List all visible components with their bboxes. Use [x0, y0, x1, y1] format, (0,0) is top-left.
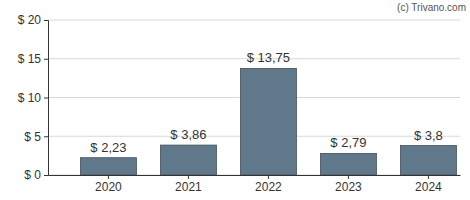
- data-labels: $ 2,23 $ 3,86 $ 13,75 $ 2,79 $ 3,8: [90, 50, 443, 154]
- y-tick-mark: [44, 98, 48, 99]
- x-tick: 2024: [415, 175, 442, 194]
- x-tick-mark: [428, 175, 429, 179]
- x-tick-mark: [268, 175, 269, 179]
- grid: [48, 20, 460, 175]
- data-label: $ 3,8: [414, 128, 443, 143]
- data-label: $ 2,79: [330, 135, 366, 150]
- y-tick-mark: [44, 20, 48, 21]
- x-tick: 2021: [175, 175, 202, 194]
- x-tick-label: 2020: [95, 180, 122, 194]
- x-tick-mark: [188, 175, 189, 179]
- y-tick-mark: [44, 59, 48, 60]
- y-tick: $ 5: [24, 130, 48, 144]
- bar: [320, 153, 376, 175]
- chart: $ 0 $ 5 $ 10 $ 15 $ 20 2020 2021 2022 2023 2024 $ …: [0, 0, 470, 200]
- data-label: $ 2,23: [90, 140, 126, 155]
- y-axis: $ 0 $ 5 $ 10 $ 15 $ 20: [18, 13, 49, 182]
- y-axis-line: [44, 21, 49, 176]
- bars: [80, 68, 456, 175]
- data-label: $ 3,86: [170, 127, 206, 142]
- y-tick-label: $ 15: [18, 52, 42, 66]
- bar: [400, 146, 456, 175]
- x-tick-label: 2022: [255, 180, 282, 194]
- x-tick: 2020: [95, 175, 122, 194]
- x-tick-mark: [108, 175, 109, 179]
- y-tick-label: $ 10: [18, 91, 42, 105]
- x-tick-mark: [348, 175, 349, 179]
- x-axis-line: [49, 175, 461, 176]
- y-tick: $ 10: [18, 91, 48, 105]
- y-tick: $ 15: [18, 52, 48, 66]
- annotation: (c) Trivano.com: [397, 2, 466, 13]
- y-tick-label: $ 5: [24, 130, 41, 144]
- x-tick: 2023: [335, 175, 362, 194]
- y-tick: $ 0: [24, 168, 48, 182]
- x-tick-label: 2023: [335, 180, 362, 194]
- bar: [240, 68, 296, 175]
- y-tick-mark: [44, 175, 48, 176]
- y-tick-label: $ 20: [18, 13, 42, 27]
- grid-line: [48, 20, 460, 21]
- data-label: $ 13,75: [247, 50, 290, 65]
- y-tick-mark: [44, 136, 48, 137]
- x-tick-label: 2021: [175, 180, 202, 194]
- bar: [80, 158, 136, 175]
- x-tick-label: 2024: [415, 180, 442, 194]
- x-tick: 2022: [255, 175, 282, 194]
- x-axis: 2020 2021 2022 2023 2024: [49, 175, 461, 194]
- y-tick: $ 20: [18, 13, 48, 27]
- bar: [160, 145, 216, 175]
- y-tick-label: $ 0: [24, 168, 41, 182]
